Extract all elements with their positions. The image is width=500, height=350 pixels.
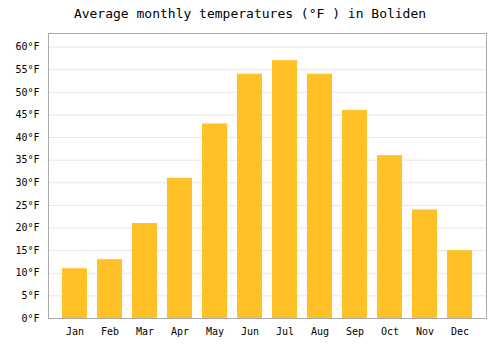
svg-text:60°F: 60°F [15,41,39,52]
html-text:Average monthly temperatures (: Average monthly temperatures (°F ) in Bo… [73,6,427,21]
svg-text:Sep: Sep [346,326,364,337]
svg-text:Jun: Jun [241,326,259,337]
svg-text:45°F: 45°F [15,109,39,120]
svg-text:Jul: Jul [276,326,294,337]
svg-text:10°F: 10°F [15,267,39,278]
svg-text:Jan: Jan [66,326,84,337]
svg-text:20°F: 20°F [15,222,39,233]
svg-text:25°F: 25°F [15,200,39,211]
svg-text:Feb: Feb [101,326,119,337]
svg-text:Aug: Aug [311,326,329,337]
svg-text:0°F: 0°F [21,313,39,324]
svg-text:Apr: Apr [171,326,189,337]
svg-text:Dec: Dec [451,326,469,337]
svg-text:Mar: Mar [136,326,154,337]
svg-text:30°F: 30°F [15,177,39,188]
svg-text:40°F: 40°F [15,132,39,143]
svg-text:15°F: 15°F [15,245,39,256]
svg-text:5°F: 5°F [21,290,39,301]
svg-text:May: May [206,326,224,337]
svg-text:35°F: 35°F [15,154,39,165]
svg-text:50°F: 50°F [15,87,39,98]
svg-text:Nov: Nov [416,326,434,337]
svg-text:55°F: 55°F [15,64,39,75]
svg-text:Oct: Oct [381,326,399,337]
